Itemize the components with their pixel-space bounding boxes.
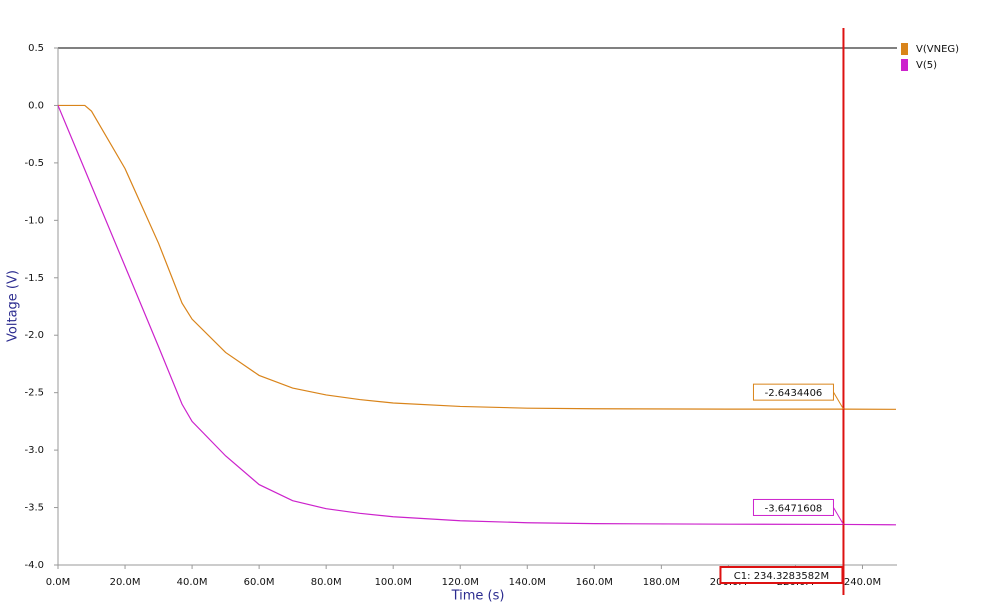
legend-swatch — [901, 59, 908, 71]
x-tick-label: 240.0M — [844, 577, 881, 588]
x-tick-label: 60.0M — [244, 577, 275, 588]
x-tick-label: 100.0M — [375, 577, 412, 588]
readout-box — [752, 498, 834, 516]
x-tick-label: 80.0M — [311, 577, 342, 588]
y-tick-label: -3.0 — [24, 445, 44, 456]
x-tick-label: 120.0M — [442, 577, 479, 588]
y-tick-label: -3.5 — [24, 503, 44, 514]
readout-leader — [833, 391, 844, 410]
readout-leader — [833, 507, 844, 525]
legend-swatch — [901, 43, 908, 55]
cursor-label-box — [719, 566, 844, 584]
x-axis-title: Time (s) — [451, 589, 505, 604]
series-line — [58, 104, 897, 410]
readout-label: -3.6471608 — [765, 503, 823, 514]
y-tick-label: 0.0 — [28, 100, 44, 111]
legend-label: V(5) — [916, 60, 937, 71]
legend-label: V(VNEG) — [916, 44, 959, 55]
readout-box — [752, 383, 834, 401]
series-line — [57, 105, 897, 526]
y-tick-label: -1.5 — [24, 273, 44, 284]
y-axis-title: Voltage (V) — [6, 270, 21, 342]
y-tick-label: -4.0 — [24, 560, 44, 571]
y-tick-label: -2.0 — [24, 330, 44, 341]
x-tick-label: 180.0M — [643, 577, 680, 588]
readout-label: -2.6434406 — [765, 388, 823, 399]
cursor-label: C1: 234.3283582M — [734, 571, 829, 582]
x-tick-label: 140.0M — [509, 577, 546, 588]
x-tick-label: 160.0M — [576, 577, 613, 588]
x-tick-label: 20.0M — [110, 577, 141, 588]
y-tick-label: -0.5 — [24, 158, 44, 169]
x-tick-label: 40.0M — [177, 577, 208, 588]
y-tick-label: 0.5 — [28, 43, 44, 54]
y-tick-label: -1.0 — [24, 215, 44, 226]
x-tick-label: 0.0M — [46, 577, 71, 588]
y-tick-label: -2.5 — [24, 388, 44, 399]
